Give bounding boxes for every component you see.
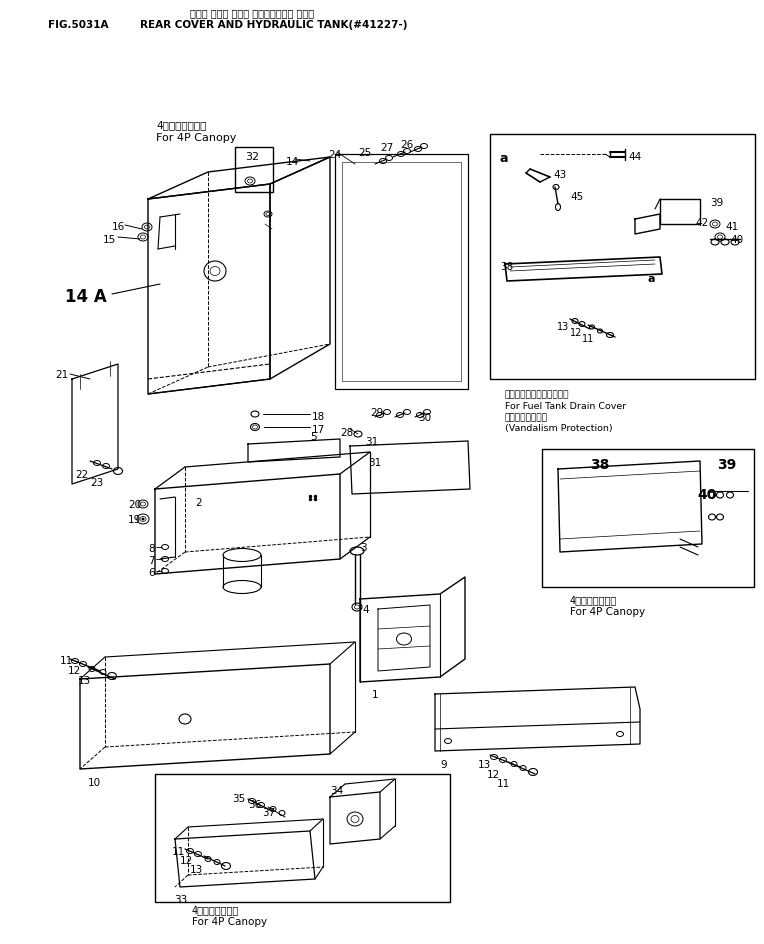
Text: 32: 32: [245, 152, 259, 161]
Text: For 4P Canopy: For 4P Canopy: [156, 133, 236, 143]
Text: 25: 25: [358, 148, 371, 158]
Bar: [542, 449, 754, 587]
Text: a: a: [500, 152, 509, 165]
Text: 12: 12: [180, 855, 193, 865]
Text: 4: 4: [362, 604, 368, 615]
Text: 18: 18: [312, 412, 325, 422]
Text: 22: 22: [75, 469, 89, 480]
Text: 44: 44: [628, 152, 641, 161]
Text: 43: 43: [553, 170, 566, 179]
Text: 燃料タンクドレンカバー用: 燃料タンクドレンカバー用: [505, 390, 569, 398]
Bar: [155, 774, 450, 902]
Text: 14 A: 14 A: [65, 288, 107, 306]
Text: 17: 17: [312, 425, 325, 434]
Text: 37: 37: [262, 807, 275, 818]
Text: 20: 20: [128, 499, 141, 510]
Text: 4柱式キャノピ用: 4柱式キャノピ用: [192, 904, 239, 914]
Text: 11: 11: [582, 333, 594, 344]
Text: 9: 9: [440, 759, 447, 769]
Text: 38: 38: [500, 261, 513, 272]
Text: 13: 13: [478, 759, 491, 769]
Text: 31: 31: [365, 436, 378, 447]
Text: 6: 6: [148, 567, 154, 578]
Text: 8: 8: [148, 544, 154, 553]
Text: 28: 28: [340, 428, 353, 437]
Text: 12: 12: [487, 769, 500, 779]
Text: FIG.5031A: FIG.5031A: [48, 20, 108, 30]
Text: REAR COVER AND HYDRAULIC TANK(#41227-): REAR COVER AND HYDRAULIC TANK(#41227-): [140, 20, 407, 30]
Text: For 4P Canopy: For 4P Canopy: [570, 606, 645, 616]
Text: 30: 30: [418, 413, 431, 423]
Text: 4柱式キャノピ用: 4柱式キャノピ用: [156, 120, 206, 130]
Text: For Fuel Tank Drain Cover: For Fuel Tank Drain Cover: [505, 401, 626, 411]
Text: 27: 27: [380, 143, 393, 153]
Text: 41: 41: [725, 222, 738, 232]
Text: 11: 11: [497, 778, 510, 788]
Text: 31: 31: [368, 458, 381, 467]
Text: 13: 13: [78, 675, 91, 685]
Text: 11: 11: [172, 846, 185, 856]
Text: 23: 23: [90, 478, 103, 487]
Text: 13: 13: [557, 322, 569, 331]
Text: (Vandalism Protection): (Vandalism Protection): [505, 424, 613, 432]
Text: 14: 14: [286, 157, 299, 167]
Text: 24: 24: [328, 150, 342, 160]
Text: 10: 10: [88, 777, 101, 787]
Text: 12: 12: [68, 666, 81, 675]
Text: 35: 35: [232, 793, 245, 803]
Text: 11: 11: [60, 655, 73, 666]
Text: 33: 33: [174, 894, 187, 904]
Text: For 4P Canopy: For 4P Canopy: [192, 916, 267, 926]
Text: 19: 19: [128, 514, 141, 525]
Text: 40: 40: [730, 235, 743, 244]
Text: 7: 7: [148, 555, 154, 565]
Text: a: a: [648, 274, 656, 284]
Text: 16: 16: [112, 222, 125, 232]
Text: 45: 45: [570, 192, 583, 202]
Bar: [235, 148, 273, 193]
Text: （いたづら防止）: （いたづら防止）: [505, 413, 548, 422]
Text: 29: 29: [370, 408, 384, 417]
Text: 15: 15: [103, 235, 116, 244]
Text: 1: 1: [372, 689, 379, 700]
Text: 5: 5: [310, 431, 316, 442]
Text: 13: 13: [190, 864, 203, 874]
Ellipse shape: [141, 518, 144, 521]
Text: 3: 3: [360, 543, 367, 552]
Text: 34: 34: [330, 785, 343, 795]
Bar: [490, 135, 755, 379]
Text: 38: 38: [590, 458, 610, 471]
Text: 2: 2: [195, 497, 202, 508]
Text: 36: 36: [248, 800, 261, 809]
Text: 39: 39: [710, 198, 724, 208]
Text: 12: 12: [570, 328, 582, 338]
Text: リヤー カバー および ハイド・ロック タンク: リヤー カバー および ハイド・ロック タンク: [190, 8, 314, 18]
Text: 42: 42: [695, 218, 708, 228]
Text: 39: 39: [717, 458, 736, 471]
Text: 21: 21: [55, 370, 68, 379]
Text: 26: 26: [400, 140, 413, 150]
Text: 40: 40: [697, 487, 717, 501]
Text: 4柱式キャノピ用: 4柱式キャノピ用: [570, 595, 617, 604]
